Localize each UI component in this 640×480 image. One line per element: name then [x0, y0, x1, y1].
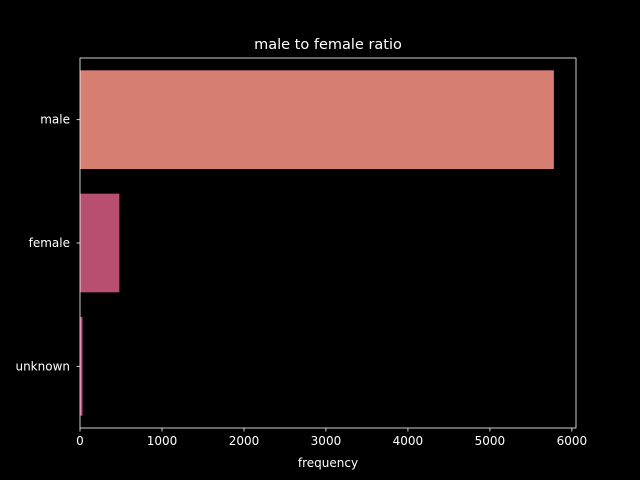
y-tick-label-male: male	[40, 113, 70, 127]
x-axis-ticks: 0 1000 2000 3000 4000 5000 6000	[76, 428, 587, 448]
x-tick-label-3000: 3000	[311, 434, 342, 448]
bars-group	[80, 70, 554, 416]
y-tick-label-unknown: unknown	[15, 359, 70, 373]
x-tick-label-1000: 1000	[147, 434, 178, 448]
x-tick-label-4000: 4000	[393, 434, 424, 448]
bar-unknown	[80, 317, 83, 416]
x-tick-label-5000: 5000	[475, 434, 506, 448]
bar-male	[80, 70, 554, 169]
x-tick-label-6000: 6000	[557, 434, 588, 448]
x-tick-label-0: 0	[76, 434, 84, 448]
y-axis-ticks: male female unknown	[15, 113, 80, 373]
y-tick-label-female: female	[29, 236, 70, 250]
bar-female	[80, 193, 120, 293]
x-axis-label: frequency	[298, 456, 358, 470]
chart-title: male to female ratio	[254, 37, 402, 53]
x-tick-label-2000: 2000	[229, 434, 260, 448]
